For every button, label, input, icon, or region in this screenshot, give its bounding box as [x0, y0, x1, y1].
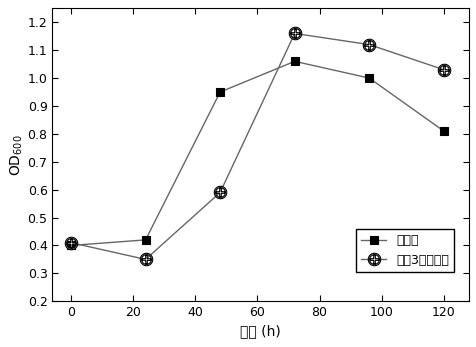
Line: 间隔3小时鼓泡: 间隔3小时鼓泡 — [65, 27, 449, 266]
Line: 不鼓泡: 不鼓泡 — [67, 58, 446, 249]
间隔3小时鼓泡 — [68, 240, 74, 245]
间隔3小时鼓泡 — [217, 191, 222, 195]
不鼓泡 — [366, 76, 371, 80]
Legend: 不鼓泡, 间隔3小时鼓泡: 不鼓泡, 间隔3小时鼓泡 — [356, 229, 453, 272]
X-axis label: 时间 (h): 时间 (h) — [239, 325, 280, 339]
间隔3小时鼓泡 — [440, 68, 446, 72]
不鼓泡 — [217, 90, 222, 94]
不鼓泡 — [142, 238, 148, 242]
不鼓泡 — [291, 59, 297, 64]
间隔3小时鼓泡 — [291, 31, 297, 35]
不鼓泡 — [68, 243, 74, 247]
间隔3小时鼓泡 — [366, 43, 371, 47]
Y-axis label: OD$_{600}$: OD$_{600}$ — [8, 134, 25, 176]
间隔3小时鼓泡 — [142, 257, 148, 262]
不鼓泡 — [440, 129, 446, 133]
